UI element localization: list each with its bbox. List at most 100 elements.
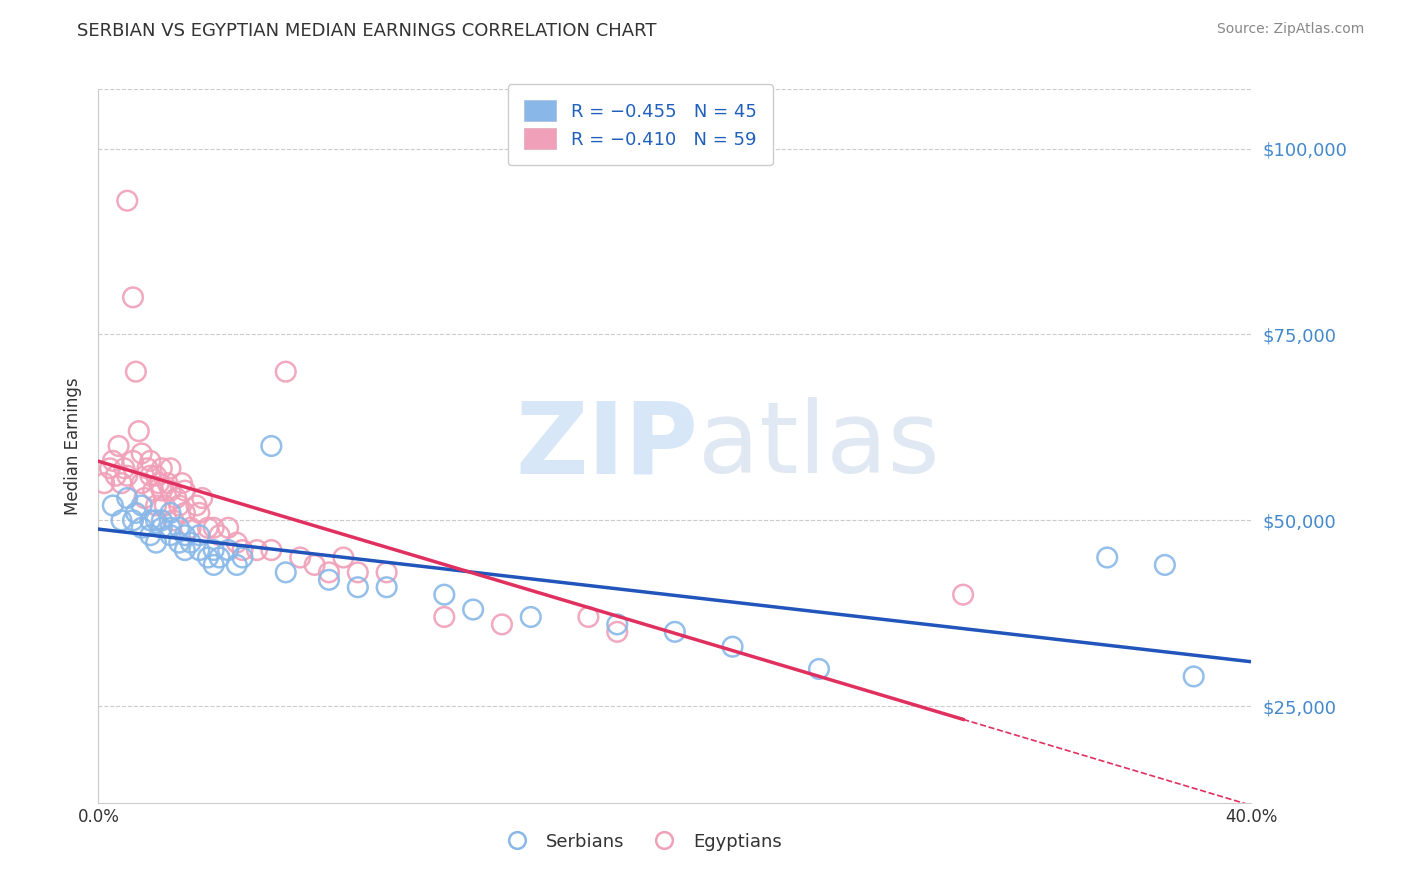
Point: [145, 513, 167, 527]
Point: [808, 662, 831, 676]
Point: [117, 194, 139, 208]
Point: [1097, 550, 1119, 565]
Point: [191, 491, 214, 505]
Point: [346, 580, 368, 594]
Point: [174, 506, 197, 520]
Point: [150, 461, 173, 475]
Point: [145, 468, 167, 483]
Point: [159, 506, 181, 520]
Point: [606, 624, 628, 639]
Legend: Serbians, Egyptians: Serbians, Egyptians: [492, 826, 789, 858]
Point: [375, 580, 398, 594]
Point: [180, 535, 202, 549]
Point: [202, 521, 225, 535]
Point: [231, 550, 254, 565]
Point: [260, 439, 283, 453]
Point: [150, 513, 173, 527]
Point: [159, 461, 181, 475]
Y-axis label: Median Earnings: Median Earnings: [63, 377, 82, 515]
Point: [188, 528, 211, 542]
Point: [170, 476, 193, 491]
Point: [304, 558, 326, 572]
Point: [186, 499, 208, 513]
Point: [101, 454, 124, 468]
Point: [122, 454, 145, 468]
Point: [202, 543, 225, 558]
Point: [290, 550, 312, 565]
Point: [461, 602, 484, 616]
Point: [131, 499, 153, 513]
Point: [136, 461, 159, 475]
Point: [433, 610, 456, 624]
Text: SERBIAN VS EGYPTIAN MEDIAN EARNINGS CORRELATION CHART: SERBIAN VS EGYPTIAN MEDIAN EARNINGS CORR…: [77, 22, 657, 40]
Point: [117, 491, 139, 505]
Point: [318, 573, 340, 587]
Point: [101, 499, 124, 513]
Point: [117, 468, 139, 483]
Point: [134, 491, 156, 505]
Point: [217, 543, 239, 558]
Point: [188, 543, 211, 558]
Point: [139, 454, 162, 468]
Point: [332, 550, 354, 565]
Point: [104, 468, 127, 483]
Point: [433, 588, 456, 602]
Point: [93, 476, 115, 491]
Point: [107, 439, 129, 453]
Point: [274, 365, 297, 379]
Point: [122, 513, 145, 527]
Point: [112, 461, 135, 475]
Point: [208, 550, 231, 565]
Point: [578, 610, 600, 624]
Point: [174, 483, 197, 498]
Point: [197, 521, 219, 535]
Point: [318, 566, 340, 580]
Point: [148, 476, 170, 491]
Point: [139, 468, 162, 483]
Point: [150, 483, 173, 498]
Point: [208, 528, 231, 542]
Point: [125, 365, 148, 379]
Point: [128, 424, 150, 438]
Point: [202, 558, 225, 572]
Point: [217, 521, 239, 535]
Point: [165, 491, 187, 505]
Point: [664, 624, 686, 639]
Point: [145, 535, 167, 549]
Point: [142, 483, 165, 498]
Point: [174, 543, 197, 558]
Point: [131, 446, 153, 460]
Point: [159, 528, 181, 542]
Point: [110, 513, 132, 527]
Point: [150, 521, 173, 535]
Point: [125, 506, 148, 520]
Point: [153, 499, 176, 513]
Point: [139, 528, 162, 542]
Point: [225, 535, 247, 549]
Point: [274, 566, 297, 580]
Point: [375, 566, 398, 580]
Text: Source: ZipAtlas.com: Source: ZipAtlas.com: [1216, 22, 1364, 37]
Point: [98, 461, 121, 475]
Point: [162, 513, 184, 527]
Point: [122, 290, 145, 304]
Point: [167, 499, 190, 513]
Point: [174, 528, 197, 542]
Point: [1154, 558, 1177, 572]
Point: [131, 476, 153, 491]
Point: [145, 499, 167, 513]
Point: [520, 610, 543, 624]
Point: [167, 521, 190, 535]
Point: [159, 483, 181, 498]
Point: [606, 617, 628, 632]
Text: ZIP: ZIP: [515, 398, 697, 494]
Point: [260, 543, 283, 558]
Point: [139, 513, 162, 527]
Point: [231, 543, 254, 558]
Point: [721, 640, 744, 654]
Point: [188, 506, 211, 520]
Point: [110, 476, 132, 491]
Point: [167, 535, 190, 549]
Point: [952, 588, 974, 602]
Point: [180, 521, 202, 535]
